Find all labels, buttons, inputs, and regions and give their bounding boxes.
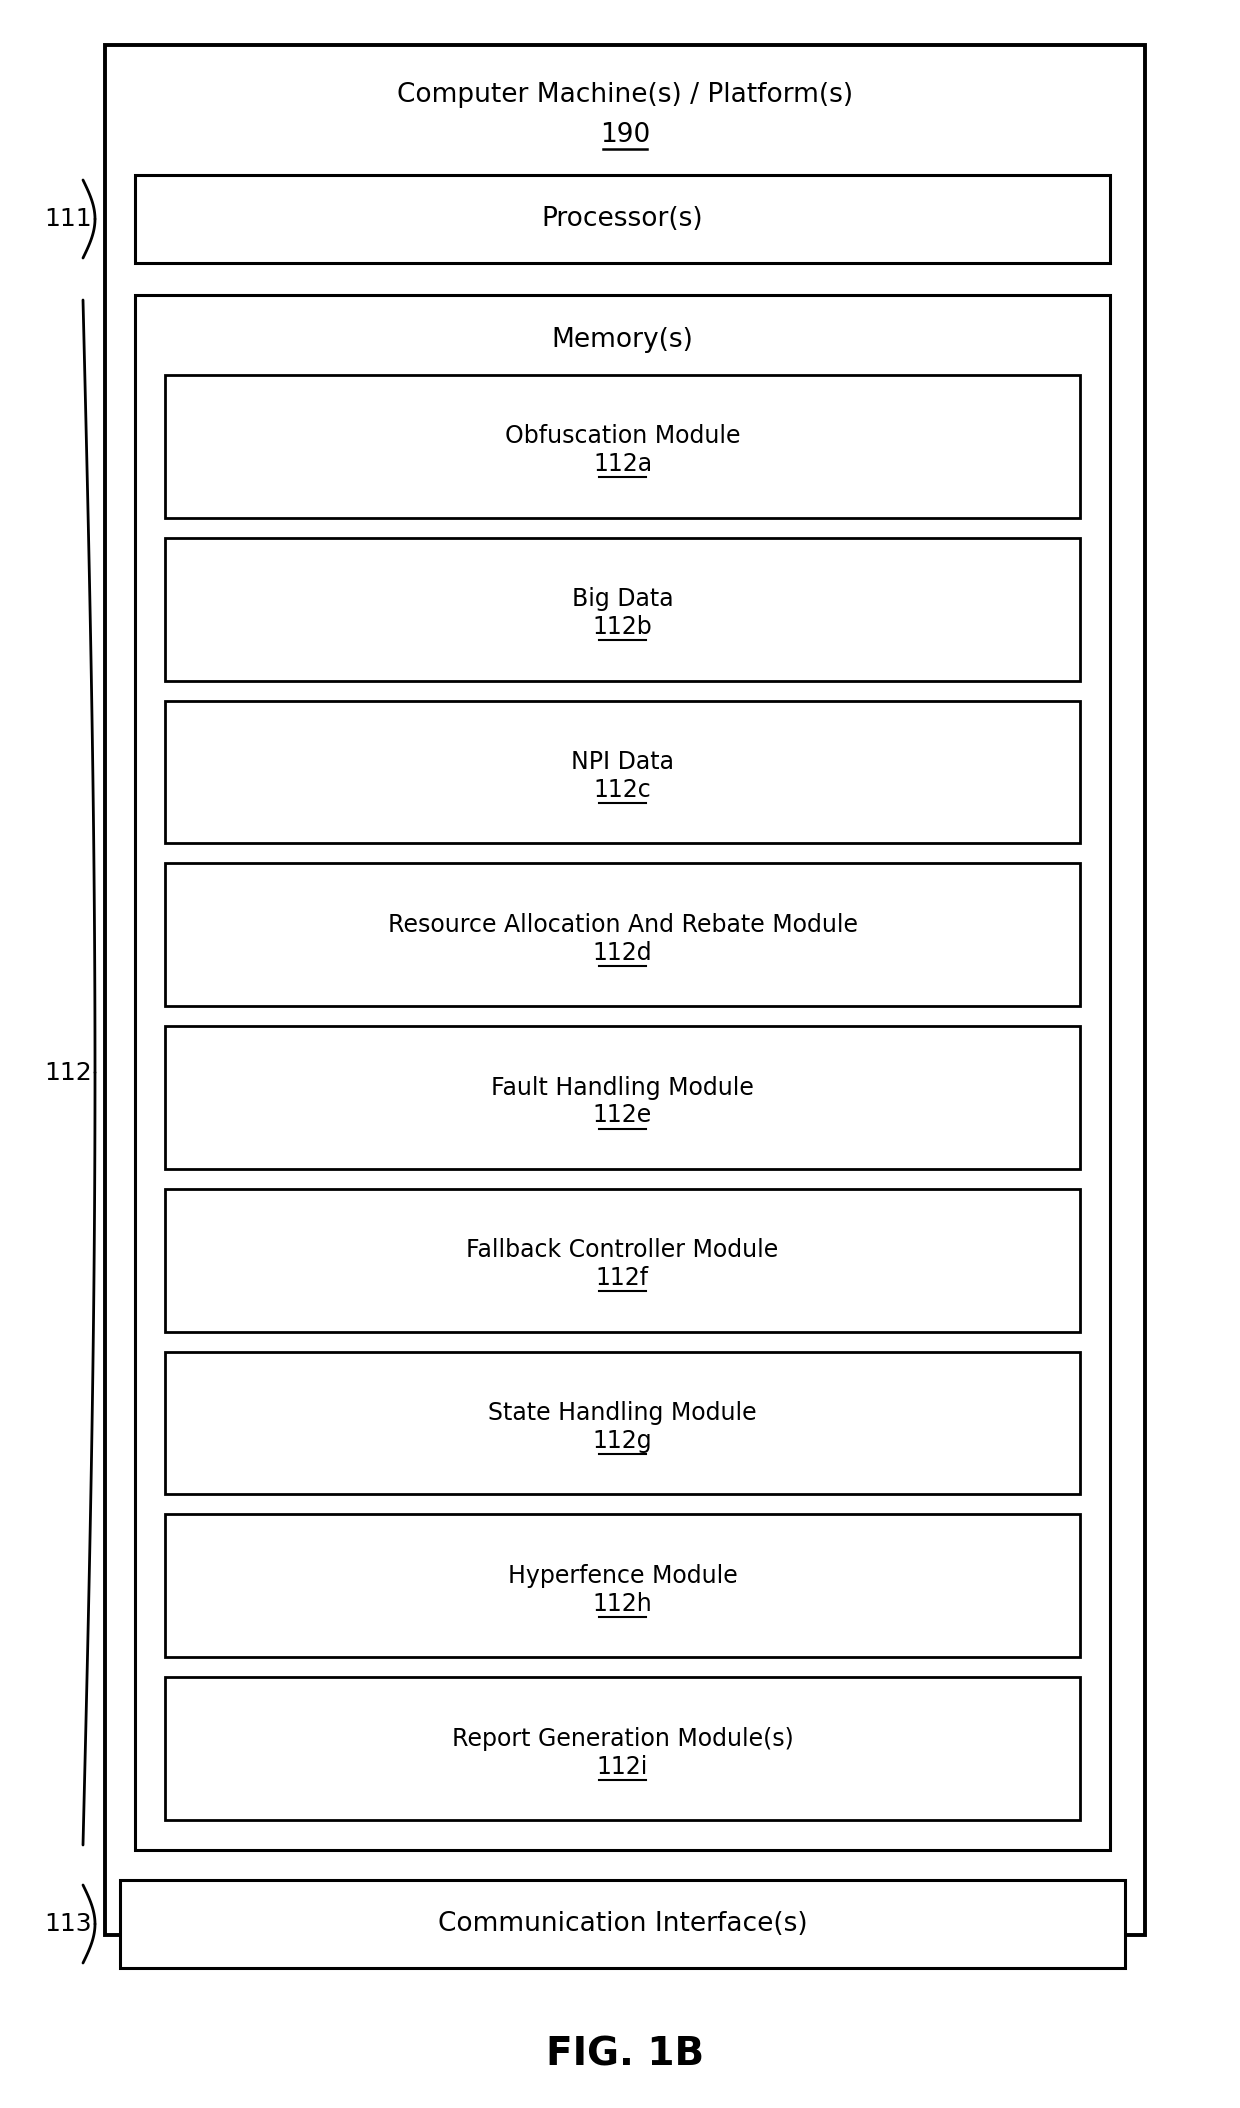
Text: Hyperfence Module: Hyperfence Module — [507, 1564, 738, 1587]
Bar — [165, 1027, 1080, 1170]
Text: 112: 112 — [45, 1060, 92, 1084]
Text: 111: 111 — [45, 207, 92, 232]
Bar — [135, 295, 1110, 1851]
Text: 112h: 112h — [593, 1592, 652, 1617]
Text: 112f: 112f — [596, 1267, 649, 1290]
Text: 112c: 112c — [594, 778, 651, 801]
Text: FIG. 1B: FIG. 1B — [546, 2036, 704, 2074]
Text: Processor(s): Processor(s) — [542, 207, 703, 232]
Text: Memory(s): Memory(s) — [552, 327, 693, 352]
Text: Big Data: Big Data — [572, 588, 673, 611]
Text: 112g: 112g — [593, 1429, 652, 1452]
Bar — [165, 864, 1080, 1006]
Bar — [135, 175, 1110, 264]
Text: Report Generation Module(s): Report Generation Module(s) — [451, 1726, 794, 1750]
Text: State Handling Module: State Handling Module — [489, 1402, 756, 1425]
Bar — [165, 1189, 1080, 1332]
Bar — [165, 375, 1080, 519]
Bar — [120, 1880, 1125, 1969]
Text: 112d: 112d — [593, 940, 652, 965]
Bar — [105, 44, 1145, 1935]
Text: Computer Machine(s) / Platform(s): Computer Machine(s) / Platform(s) — [397, 82, 853, 108]
Bar — [165, 1678, 1080, 1819]
Bar — [165, 1351, 1080, 1495]
Text: 112a: 112a — [593, 453, 652, 476]
Text: 112b: 112b — [593, 616, 652, 639]
Bar — [165, 1514, 1080, 1657]
Text: 190: 190 — [600, 122, 650, 148]
Text: NPI Data: NPI Data — [570, 750, 675, 774]
Text: Fallback Controller Module: Fallback Controller Module — [466, 1237, 779, 1263]
Bar — [165, 700, 1080, 843]
Bar — [165, 538, 1080, 681]
Text: Resource Allocation And Rebate Module: Resource Allocation And Rebate Module — [387, 913, 858, 936]
Text: 112e: 112e — [593, 1102, 652, 1128]
Text: Communication Interface(s): Communication Interface(s) — [438, 1912, 807, 1937]
Text: Obfuscation Module: Obfuscation Module — [505, 424, 740, 449]
Text: 113: 113 — [45, 1912, 92, 1935]
Text: Fault Handling Module: Fault Handling Module — [491, 1075, 754, 1100]
Text: 112i: 112i — [596, 1754, 649, 1779]
